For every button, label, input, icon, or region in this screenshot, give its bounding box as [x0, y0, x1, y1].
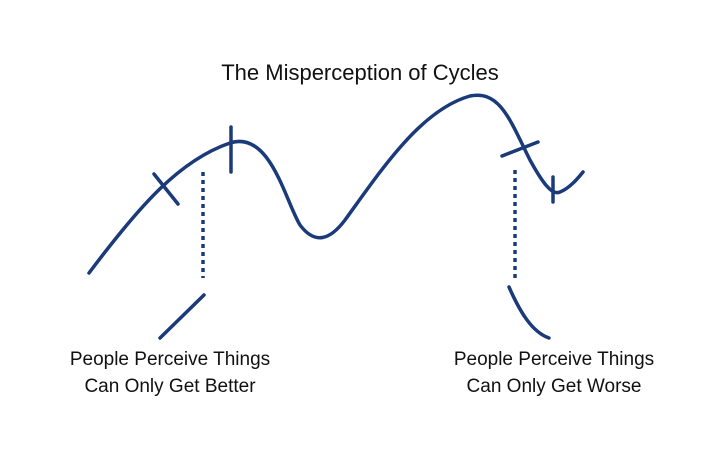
tick-mark-3: [500, 140, 540, 158]
caption-right-line2: Can Only Get Worse: [466, 376, 642, 397]
caption-left: People Perceive Things Can Only Get Bett…: [40, 346, 300, 400]
cycle-curve: [87, 93, 585, 275]
tick-mark-1: [152, 172, 180, 206]
caption-left-line1: People Perceive Things: [69, 349, 271, 370]
caption-left-line2: Can Only Get Better: [84, 376, 256, 397]
projection-up-line: [158, 293, 206, 340]
caption-right: People Perceive Things Can Only Get Wors…: [424, 346, 684, 400]
caption-right-line1: People Perceive Things: [453, 349, 655, 370]
diagram-title: The Misperception of Cycles: [221, 60, 499, 85]
projection-down-curve: [507, 285, 551, 340]
